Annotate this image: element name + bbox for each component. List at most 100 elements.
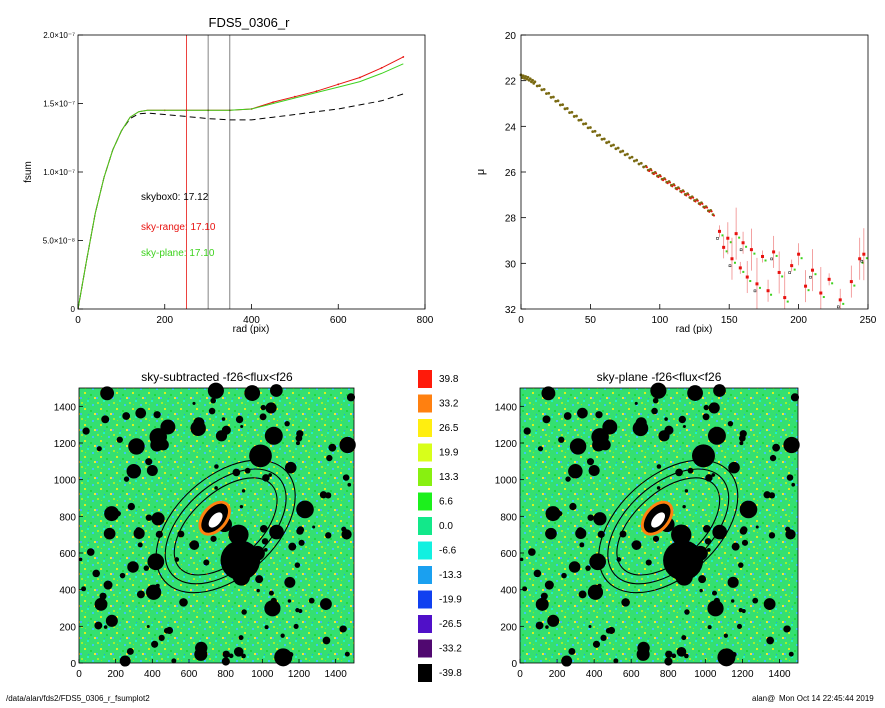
- masked-source: [772, 443, 781, 452]
- fsum-plot-frame: [77, 34, 426, 310]
- colorbar-swatch: [418, 419, 432, 437]
- masked-source: [151, 640, 159, 648]
- masked-source: [339, 436, 356, 454]
- masked-source: [274, 648, 293, 667]
- masked-source: [739, 441, 744, 446]
- masked-source: [545, 625, 549, 629]
- mu-profile-point: [612, 143, 615, 147]
- masked-source: [103, 580, 113, 590]
- masked-source: [707, 625, 712, 630]
- fsum-x-tick-label: 400: [243, 315, 260, 326]
- masked-source: [192, 401, 196, 405]
- mu-profile-point: [621, 149, 625, 153]
- fsum-red-point: [337, 83, 340, 86]
- mu-profile-point-red: [701, 202, 704, 205]
- mu-noisy-point-green: [725, 250, 728, 253]
- masked-source: [143, 565, 150, 571]
- mu-profile-point: [598, 133, 602, 137]
- mu-profile-point-red: [706, 206, 709, 209]
- fsum-curves: [77, 56, 405, 310]
- mu-noisy-point: [838, 298, 842, 302]
- masked-source: [712, 590, 718, 596]
- image-y-tick-label: 800: [59, 512, 76, 523]
- masked-source: [600, 634, 607, 641]
- masked-source: [730, 599, 735, 603]
- image-y-tick-label: 1000: [54, 476, 77, 487]
- masked-source: [207, 382, 224, 399]
- masked-source: [101, 415, 110, 424]
- masked-source: [635, 543, 640, 548]
- image-y-tick-label: 1400: [54, 402, 77, 413]
- mu-profile-point-red: [652, 173, 655, 176]
- masked-source: [783, 625, 791, 633]
- mu-profile-point-red: [675, 188, 678, 191]
- mu-profile-point: [584, 122, 588, 126]
- colorbar-swatch: [418, 541, 432, 560]
- aperture-ellipse: [598, 459, 739, 594]
- mu-profile-point: [630, 155, 634, 159]
- masked-source: [322, 636, 331, 645]
- fsum-series-red-line: [77, 56, 404, 310]
- mu-profile-point-red: [685, 194, 688, 197]
- masked-source: [651, 407, 658, 415]
- masked-source: [788, 651, 794, 657]
- mu-profile-point: [586, 126, 590, 130]
- masked-source: [687, 385, 703, 401]
- mu-noisy-point: [783, 296, 787, 300]
- sky-plane-y-ticks: 0 200 400 600 800 1000 1200 1400: [495, 402, 524, 670]
- image-x-tick-label: 0: [517, 669, 523, 680]
- mu-noisy-point: [745, 275, 749, 279]
- fsum-radius-markers: [186, 35, 231, 309]
- masked-source: [241, 609, 247, 615]
- mu-profile-point: [575, 114, 578, 118]
- masked-source: [244, 385, 261, 401]
- masked-bright-star: [588, 464, 600, 477]
- mu-x-ticks: 0 50 100 150 200 250: [518, 304, 877, 326]
- masked-source: [137, 542, 143, 548]
- masked-source: [127, 561, 139, 573]
- sky-plane-x-ticks: 0 200 400 600 800 1000 1200 1400: [517, 659, 791, 680]
- mu-profile-point-red: [669, 181, 672, 184]
- masked-source: [238, 635, 244, 641]
- mu-noisy-point: [804, 284, 808, 288]
- image-y-tick-label: 1200: [54, 439, 77, 450]
- masked-source: [328, 443, 337, 452]
- masked-source: [522, 586, 528, 592]
- masked-source: [268, 590, 274, 596]
- fsum-red-point: [272, 101, 275, 104]
- mu-profile-points: [519, 73, 868, 309]
- masked-source: [533, 569, 542, 578]
- mu-y-tick-label: 20: [505, 31, 517, 42]
- masked-bright-star: [727, 576, 739, 588]
- mu-noisy-point-green: [861, 261, 864, 264]
- surface-brightness-chart: 0 50 100 150 200 250 20 22 24 26 28 30 32 rad (pix)…: [475, 31, 877, 335]
- masked-source: [295, 441, 300, 446]
- mu-profile-point: [595, 134, 599, 137]
- masked-source: [678, 415, 687, 424]
- masked-source: [613, 658, 619, 664]
- mu-noisy-point-black: [716, 237, 719, 240]
- mu-noisy-point: [761, 254, 765, 258]
- mu-profile-point: [570, 110, 574, 114]
- masked-source: [763, 491, 771, 499]
- masked-source: [127, 502, 135, 511]
- masked-source: [284, 420, 290, 427]
- colorbar-label: 39.8: [439, 374, 459, 385]
- mu-noisy-point-green: [738, 236, 741, 239]
- galaxy-core: [651, 512, 666, 528]
- mu-noisy-point: [772, 250, 776, 254]
- sky-plane-image: sky-plane -f26<flux<f26 0 200 400 600 800 100…: [495, 370, 800, 680]
- mu-profile-point: [639, 161, 643, 165]
- masked-source: [78, 557, 83, 562]
- masked-source: [119, 572, 126, 579]
- masked-source: [523, 427, 531, 435]
- colorbar-swatch: [418, 443, 432, 462]
- masked-source: [542, 415, 551, 424]
- masked-source: [179, 598, 188, 607]
- mu-noisy-point: [810, 268, 814, 272]
- galaxy-core: [208, 512, 223, 528]
- masked-source: [541, 386, 556, 401]
- masked-source: [235, 415, 244, 424]
- mu-noisy-point-green: [814, 273, 817, 276]
- fsum-chart: FDS5_0306_r 0 200 400 600 800 0 5.0×10⁻⁸ 1.0×1…: [23, 15, 434, 335]
